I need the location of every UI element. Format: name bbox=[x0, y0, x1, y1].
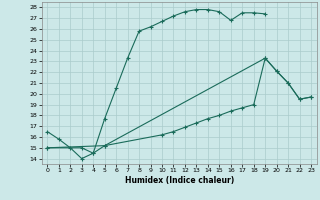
X-axis label: Humidex (Indice chaleur): Humidex (Indice chaleur) bbox=[124, 176, 234, 185]
